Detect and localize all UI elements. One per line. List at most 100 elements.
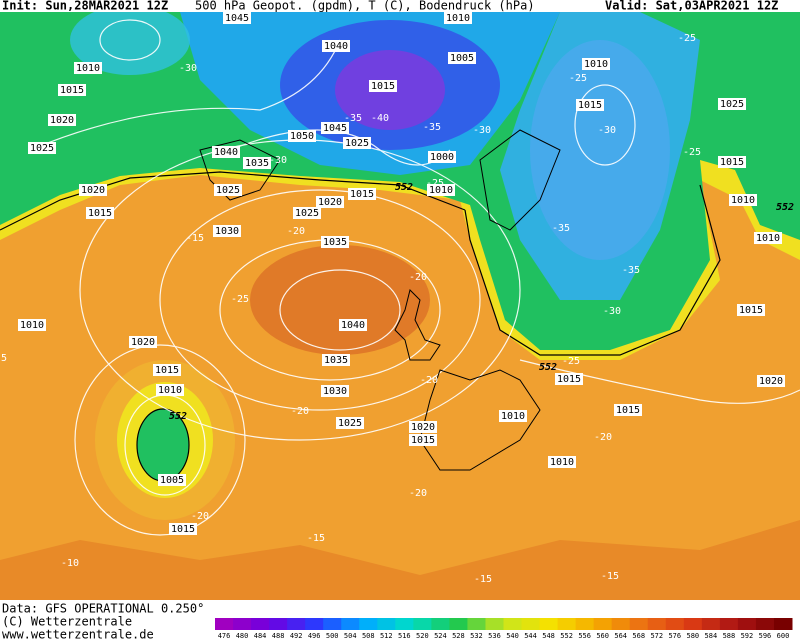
colorbar-label: 548 [542, 632, 555, 640]
isobar [279, 269, 401, 351]
website: www.wetterzentrale.de [2, 628, 154, 642]
pressure-label: 1035 [245, 158, 269, 169]
temperature-label: -30 [179, 63, 197, 74]
label-box [582, 58, 610, 70]
temperature-label: -25 [562, 356, 580, 367]
pressure-label: 1030 [323, 386, 347, 397]
colorbar-swatch [521, 618, 541, 630]
pressure-label: 1010 [731, 195, 755, 206]
pressure-label: 1025 [30, 143, 54, 154]
isobar [29, 39, 341, 151]
temperature-label: -30 [603, 306, 621, 317]
pressure-label: 1000 [430, 152, 454, 163]
pressure-label: 1005 [160, 475, 184, 486]
temperature-label: -25 [683, 147, 701, 158]
colorbar-label: 588 [723, 632, 736, 640]
colorbar-swatch [665, 618, 685, 630]
label-box [212, 146, 240, 158]
south-field [0, 520, 800, 600]
colorbar: 476 480 484 488 492 496 500 504 508 512 516 520 524 5… [215, 618, 793, 640]
label-box [321, 122, 349, 134]
label-box [28, 142, 56, 154]
colorbar-swatch [215, 618, 234, 630]
label-box [156, 384, 184, 396]
init-time: Init: Sun,28MAR2021 12Z [2, 0, 168, 13]
colorbar-swatch [647, 618, 667, 630]
copyright: (C) Wetterzentrale [2, 615, 132, 629]
colorbar-label: 572 [650, 632, 663, 640]
label-box [343, 137, 371, 149]
label-box [316, 196, 344, 208]
colorbar-label: 476 [218, 632, 231, 640]
colorbar-swatch [287, 618, 306, 630]
pressure-label: 1015 [739, 305, 763, 316]
colorbar-swatch [593, 618, 613, 630]
pressure-label: 1025 [295, 208, 319, 219]
colorbar-label: 496 [308, 632, 321, 640]
colorbar-swatch [683, 618, 703, 630]
isobars [29, 19, 800, 536]
pressure-label: 1015 [155, 365, 179, 376]
label-box [737, 304, 765, 316]
temperature-label: -30 [598, 125, 616, 136]
colorbar-swatch [323, 618, 342, 630]
colorbar-swatch [629, 618, 649, 630]
geopotential-label: 552 [169, 411, 187, 422]
pressure-label: 1010 [501, 411, 525, 422]
pressure-label: 1010 [429, 185, 453, 196]
label-box [348, 188, 376, 200]
colorbar-swatch [755, 618, 775, 630]
temperature-label: -25 [426, 178, 444, 189]
pressure-label: 1015 [350, 189, 374, 200]
warm-core [250, 245, 430, 355]
colorbar-label: 568 [632, 632, 645, 640]
colorbar-label: 596 [759, 632, 772, 640]
colorbar-label: 512 [380, 632, 393, 640]
pressure-label: 1010 [550, 457, 574, 468]
temperature-label: -15 [186, 233, 204, 244]
label-box [555, 373, 583, 385]
label-box [214, 184, 242, 196]
colorbar-label: 592 [741, 632, 754, 640]
label-box [48, 114, 76, 126]
temperature-label: -35 [344, 113, 362, 124]
colorbar-label: 488 [272, 632, 285, 640]
colorbar-swatch [359, 618, 378, 630]
label-box [243, 157, 271, 169]
colorbar-swatch [503, 618, 523, 630]
label-box [322, 40, 350, 52]
colorbar-label: 580 [687, 632, 700, 640]
colorbar-label: 492 [290, 632, 303, 640]
colorbar-label: 524 [434, 632, 447, 640]
temperature-label: -25 [678, 33, 696, 44]
pressure-label: 1040 [214, 147, 238, 158]
label-box [213, 225, 241, 237]
colorbar-label: 500 [326, 632, 339, 640]
pressure-label: 1025 [345, 138, 369, 149]
temperature-label: -25 [231, 294, 249, 305]
header-bar [0, 0, 800, 12]
label-box [576, 99, 604, 111]
colorbar-swatch [395, 618, 414, 630]
colorbar-label: 600 [777, 632, 790, 640]
temperature-label: -35 [622, 265, 640, 276]
colorbar-label: 520 [416, 632, 429, 640]
cold-trough-core [530, 40, 670, 260]
colorbar-label: 552 [560, 632, 573, 640]
pressure-label: 1015 [371, 81, 395, 92]
data-source: Data: GFS OPERATIONAL 0.250° [2, 602, 204, 616]
colorbar-swatch [773, 618, 793, 630]
colorbar-label: 536 [488, 632, 501, 640]
pressure-label: 1015 [60, 85, 84, 96]
pressure-label: 1010 [756, 233, 780, 244]
temperature-label: -10 [61, 558, 79, 569]
temperature-label: -30 [269, 155, 287, 166]
label-box [158, 474, 186, 486]
pressure-label: 1010 [158, 385, 182, 396]
temperature-label: -15 [601, 571, 619, 582]
colorbar-swatch [377, 618, 396, 630]
temperature-label: -20 [409, 272, 427, 283]
label-box [614, 404, 642, 416]
label-box [18, 319, 46, 331]
